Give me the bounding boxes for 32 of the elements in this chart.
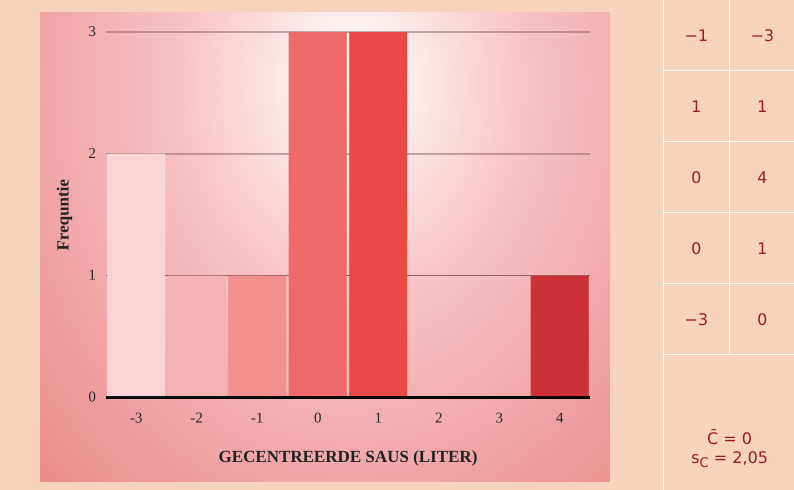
text: 1 — [730, 71, 794, 142]
text: −1 — [664, 0, 730, 71]
text: 1 — [664, 71, 730, 142]
y-tick-label: 0 — [88, 390, 96, 406]
y-tick-label: 3 — [88, 24, 96, 40]
x-tick-label: 3 — [495, 410, 503, 427]
bar — [228, 276, 286, 396]
y-tick-label: 2 — [88, 146, 96, 162]
x-tick-label: -2 — [190, 410, 203, 427]
bar — [530, 276, 589, 396]
bar — [288, 32, 347, 396]
x-tick-label: 4 — [556, 410, 564, 427]
text: 0 — [664, 142, 730, 213]
text: 0 — [730, 284, 794, 355]
text: C̄ = 0 — [707, 428, 752, 448]
bar — [349, 32, 408, 396]
x-tick-label: 0 — [314, 410, 322, 427]
y-axis-title: Frequntie — [54, 178, 73, 251]
x-tick-label: 1 — [374, 410, 382, 427]
x-axis-title: GECENTREERDE SAUS (LITER) — [218, 447, 478, 466]
text: 1 — [730, 213, 794, 284]
text: 4 — [730, 142, 794, 213]
text: −3 — [730, 0, 794, 71]
text: −3 — [664, 284, 730, 355]
text: s$_{C}$ = 2,05 — [691, 448, 768, 471]
x-tick-label: -3 — [130, 410, 142, 427]
y-tick-label: 1 — [88, 268, 96, 284]
text: 0 — [664, 213, 730, 284]
bar — [107, 154, 166, 396]
x-tick-label: -1 — [250, 410, 264, 427]
x-tick-label: 2 — [434, 410, 442, 427]
bar — [168, 276, 226, 396]
